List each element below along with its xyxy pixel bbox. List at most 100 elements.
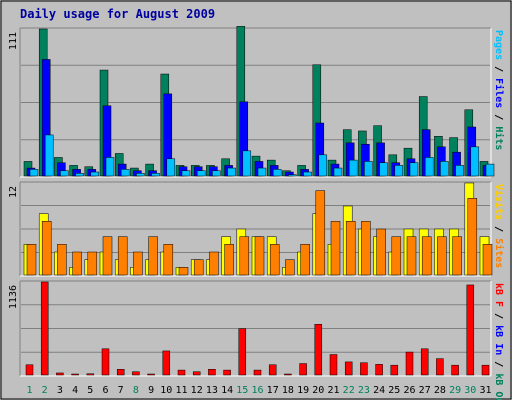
- x-tick-label-day-27: 27: [419, 385, 431, 396]
- bar-kb-f-day-19: [299, 363, 307, 376]
- bar-kb-f-day-2: [40, 281, 49, 376]
- bar-pages-day-6: [105, 157, 115, 177]
- bar-sites-day-12: [193, 259, 204, 276]
- bar-pages-day-26: [409, 162, 419, 177]
- bar-sites-day-22: [345, 221, 356, 276]
- bar-kb-f-day-30: [466, 284, 475, 376]
- bar-kb-f-day-7: [116, 369, 125, 376]
- bar-sites-day-31: [482, 244, 493, 276]
- bar-kb-f-day-5: [86, 373, 95, 376]
- x-tick-label-day-24: 24: [373, 385, 385, 396]
- title-strip: [2, 2, 510, 22]
- x-axis-labels: 1 2 3 4 5 6 7 8 9 10 11 12 13 14 15 16 17 18 19 20 21 22 23 24 2…: [26, 385, 491, 396]
- bar-sites-day-27: [421, 236, 432, 276]
- bar-pages-day-28: [440, 161, 449, 177]
- bar-sites-day-9: [148, 236, 158, 276]
- bar-kb-f-day-1: [25, 364, 34, 376]
- x-tick-label-day-6: 6: [102, 385, 108, 396]
- x-tick-label-day-28: 28: [434, 385, 446, 396]
- bar-kb-f-day-14: [223, 369, 231, 376]
- x-tick-label-day-26: 26: [403, 385, 415, 396]
- bar-pages-day-18: [288, 174, 297, 177]
- bar-sites-day-21: [330, 221, 341, 276]
- bar-sites-day-24: [376, 228, 386, 276]
- bar-sites-day-11: [178, 267, 189, 276]
- bar-pages-day-1: [29, 169, 39, 177]
- legend-segment: kB In: [493, 325, 504, 355]
- bar-kb-f-day-25: [390, 364, 399, 376]
- bar-kb-f-day-11: [177, 369, 186, 376]
- bar-kb-f-day-28: [436, 358, 444, 376]
- bar-kb-f-day-18: [284, 373, 292, 376]
- bar-sites-day-7: [117, 236, 128, 276]
- bar-kb-f-day-6: [101, 348, 110, 376]
- bar-kb-f-day-3: [56, 372, 64, 376]
- legend-segment: /: [493, 60, 504, 78]
- x-tick-label-day-23: 23: [358, 385, 370, 396]
- bar-pages-day-29: [455, 165, 464, 177]
- bar-sites-day-4: [72, 251, 82, 276]
- bar-sites-day-16: [254, 236, 265, 276]
- bar-pages-day-21: [333, 167, 343, 177]
- bar-kb-f-day-4: [71, 373, 79, 376]
- bar-kb-f-day-17: [268, 364, 277, 376]
- x-tick-label-day-11: 11: [175, 385, 187, 396]
- bar-pages-day-2: [44, 134, 54, 177]
- x-tick-label-day-5: 5: [87, 385, 93, 396]
- x-tick-label-day-30: 30: [464, 385, 476, 396]
- bar-sites-day-29: [452, 236, 462, 276]
- bar-kb-f-day-24: [375, 364, 383, 376]
- bar-pages-day-31: [485, 163, 495, 177]
- bar-pages-day-9: [151, 173, 160, 177]
- bar-kb-f-day-26: [405, 351, 414, 376]
- bar-kb-f-day-21: [329, 354, 338, 376]
- bar-sites-day-3: [57, 244, 67, 276]
- bar-pages-day-20: [318, 154, 328, 177]
- bar-pages-day-17: [272, 169, 282, 177]
- panel-kbytes: 1136 kB F / kB In / kB Out: [8, 280, 504, 400]
- bar-sites-day-10: [163, 244, 174, 276]
- legend-segment: /: [493, 108, 504, 126]
- x-tick-label-day-1: 1: [26, 385, 32, 396]
- bar-kb-f-day-9: [147, 373, 155, 376]
- x-tick-label-day-3: 3: [57, 385, 63, 396]
- bar-kb-f-day-10: [162, 350, 171, 376]
- bar-sites-day-17: [269, 244, 280, 276]
- bar-sites-day-20: [315, 190, 326, 276]
- bar-sites-day-2: [41, 221, 52, 276]
- legend-segment: Pages: [493, 30, 504, 60]
- x-tick-label-day-20: 20: [312, 385, 324, 396]
- bar-sites-day-28: [437, 236, 447, 276]
- bar-pages-day-8: [136, 173, 145, 177]
- bar-kb-f-day-16: [253, 369, 262, 376]
- y-max-label: 111: [8, 32, 19, 50]
- bar-kb-f-day-22: [344, 361, 353, 376]
- panel-visits-sites: 12 Visits / Sites: [8, 181, 505, 277]
- bar-pages-day-7: [120, 169, 130, 177]
- bar-pages-day-25: [394, 165, 404, 177]
- x-tick-label-day-25: 25: [388, 385, 400, 396]
- bar-sites-day-14: [224, 244, 234, 276]
- bar-pages-day-14: [227, 167, 236, 177]
- bar-sites-day-5: [87, 251, 98, 276]
- bar-sites-day-18: [285, 259, 295, 276]
- bar-kb-f-day-23: [360, 362, 368, 376]
- x-tick-label-day-31: 31: [479, 385, 491, 396]
- x-tick-label-day-8: 8: [133, 385, 139, 396]
- bar-pages-day-16: [257, 167, 267, 177]
- bar-kb-f-day-12: [192, 371, 201, 376]
- legend-segment: kB Out: [493, 373, 504, 400]
- bar-sites-day-26: [406, 236, 417, 276]
- legend-segment: /: [493, 307, 504, 325]
- bar-kb-f-day-31: [481, 364, 490, 376]
- bar-pages-day-22: [348, 159, 358, 177]
- bar-kb-f-day-20: [314, 323, 323, 376]
- bar-sites-day-19: [300, 244, 310, 276]
- bar-pages-day-4: [75, 173, 84, 177]
- bar-pages-day-10: [166, 158, 176, 177]
- x-tick-label-day-9: 9: [148, 385, 154, 396]
- bar-sites-day-1: [26, 244, 37, 276]
